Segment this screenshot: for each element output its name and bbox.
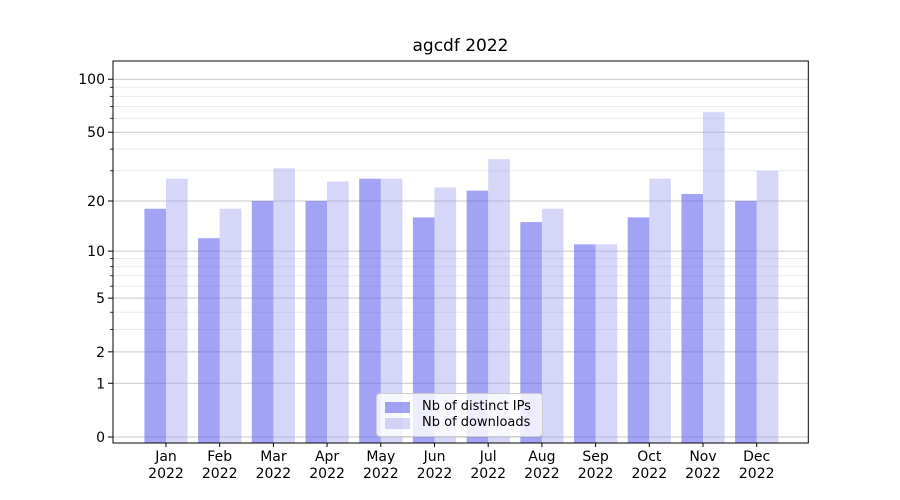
- bar-downloads-jan: [166, 178, 188, 443]
- bar-downloads-jun: [434, 187, 457, 443]
- bar-distinct-ips-jul: [466, 190, 489, 443]
- x-tick-label-month-nov: Nov: [689, 449, 716, 465]
- x-tick-label-month-jul: Jul: [479, 449, 497, 465]
- x-tick-label-month-oct: Oct: [637, 449, 662, 465]
- plot-border: [112, 60, 809, 444]
- x-tick-label-year-sep: 2022: [578, 466, 614, 482]
- bar-distinct-ips-apr: [305, 200, 328, 443]
- bar-downloads-mar: [273, 168, 295, 443]
- x-tick-label-year-oct: 2022: [631, 466, 667, 482]
- legend-label-downloads: Nb of downloads: [422, 415, 531, 430]
- bar-distinct-ips-may: [359, 178, 381, 443]
- y-tick-label-100: 100: [78, 72, 105, 88]
- bar-downloads-may: [380, 178, 403, 443]
- bar-downloads-apr: [327, 181, 349, 443]
- bar-downloads-feb: [219, 208, 242, 443]
- bar-distinct-ips-nov: [681, 193, 703, 443]
- bar-downloads-nov: [703, 112, 725, 443]
- x-tick-label-month-jun: Jun: [423, 449, 446, 465]
- x-tick-label-month-dec: Dec: [743, 449, 770, 465]
- x-tick-label-month-feb: Feb: [207, 449, 232, 465]
- bar-downloads-aug: [541, 208, 564, 443]
- bar-distinct-ips-aug: [520, 222, 542, 443]
- x-tick-label-month-sep: Sep: [582, 449, 609, 465]
- chart-title: agcdf 2022: [412, 36, 509, 56]
- bar-downloads-jul: [488, 159, 510, 443]
- bar-distinct-ips-oct: [627, 217, 650, 443]
- y-tick-label-5: 5: [96, 291, 105, 307]
- x-tick-label-year-dec: 2022: [739, 466, 775, 482]
- bar-downloads-dec: [756, 170, 779, 443]
- x-tick-label-year-aug: 2022: [524, 466, 560, 482]
- bar-distinct-ips-jan: [144, 208, 166, 443]
- x-tick-label-month-may: May: [366, 449, 395, 465]
- x-tick-label-year-nov: 2022: [685, 466, 721, 482]
- bar-downloads-sep: [595, 244, 618, 443]
- legend-item-downloads: Nb of downloads: [385, 415, 533, 431]
- bar-distinct-ips-sep: [574, 244, 596, 443]
- x-tick-label-year-feb: 2022: [202, 466, 238, 482]
- x-tick-label-month-jan: Jan: [154, 449, 177, 465]
- y-tick-label-20: 20: [87, 194, 105, 210]
- y-tick-label-2: 2: [96, 345, 105, 361]
- y-tick-label-1: 1: [96, 376, 105, 392]
- x-tick-label-year-jul: 2022: [470, 466, 506, 482]
- legend-item-distinct-ips: Nb of distinct IPs: [385, 399, 533, 415]
- legend-label-distinct-ips: Nb of distinct IPs: [422, 399, 531, 414]
- x-tick-label-month-mar: Mar: [260, 449, 287, 465]
- bar-distinct-ips-feb: [198, 238, 220, 443]
- x-tick-label-year-jun: 2022: [417, 466, 453, 482]
- x-tick-label-year-jan: 2022: [148, 466, 184, 482]
- legend-swatch-downloads: [385, 417, 410, 429]
- x-tick-label-year-apr: 2022: [309, 466, 345, 482]
- x-tick-label-month-aug: Aug: [528, 449, 555, 465]
- x-tick-label-year-may: 2022: [363, 466, 399, 482]
- x-tick-label-month-apr: Apr: [315, 449, 339, 465]
- bar-distinct-ips-mar: [251, 200, 274, 443]
- y-tick-label-10: 10: [87, 244, 105, 260]
- bar-downloads-oct: [649, 178, 671, 443]
- legend: Nb of distinct IPs Nb of downloads: [376, 393, 543, 437]
- bar-distinct-ips-jun: [412, 217, 435, 443]
- x-tick-label-year-mar: 2022: [256, 466, 292, 482]
- legend-swatch-distinct-ips: [385, 401, 410, 413]
- bar-distinct-ips-dec: [735, 200, 757, 443]
- y-tick-label-0: 0: [96, 430, 105, 446]
- y-tick-label-50: 50: [87, 125, 105, 141]
